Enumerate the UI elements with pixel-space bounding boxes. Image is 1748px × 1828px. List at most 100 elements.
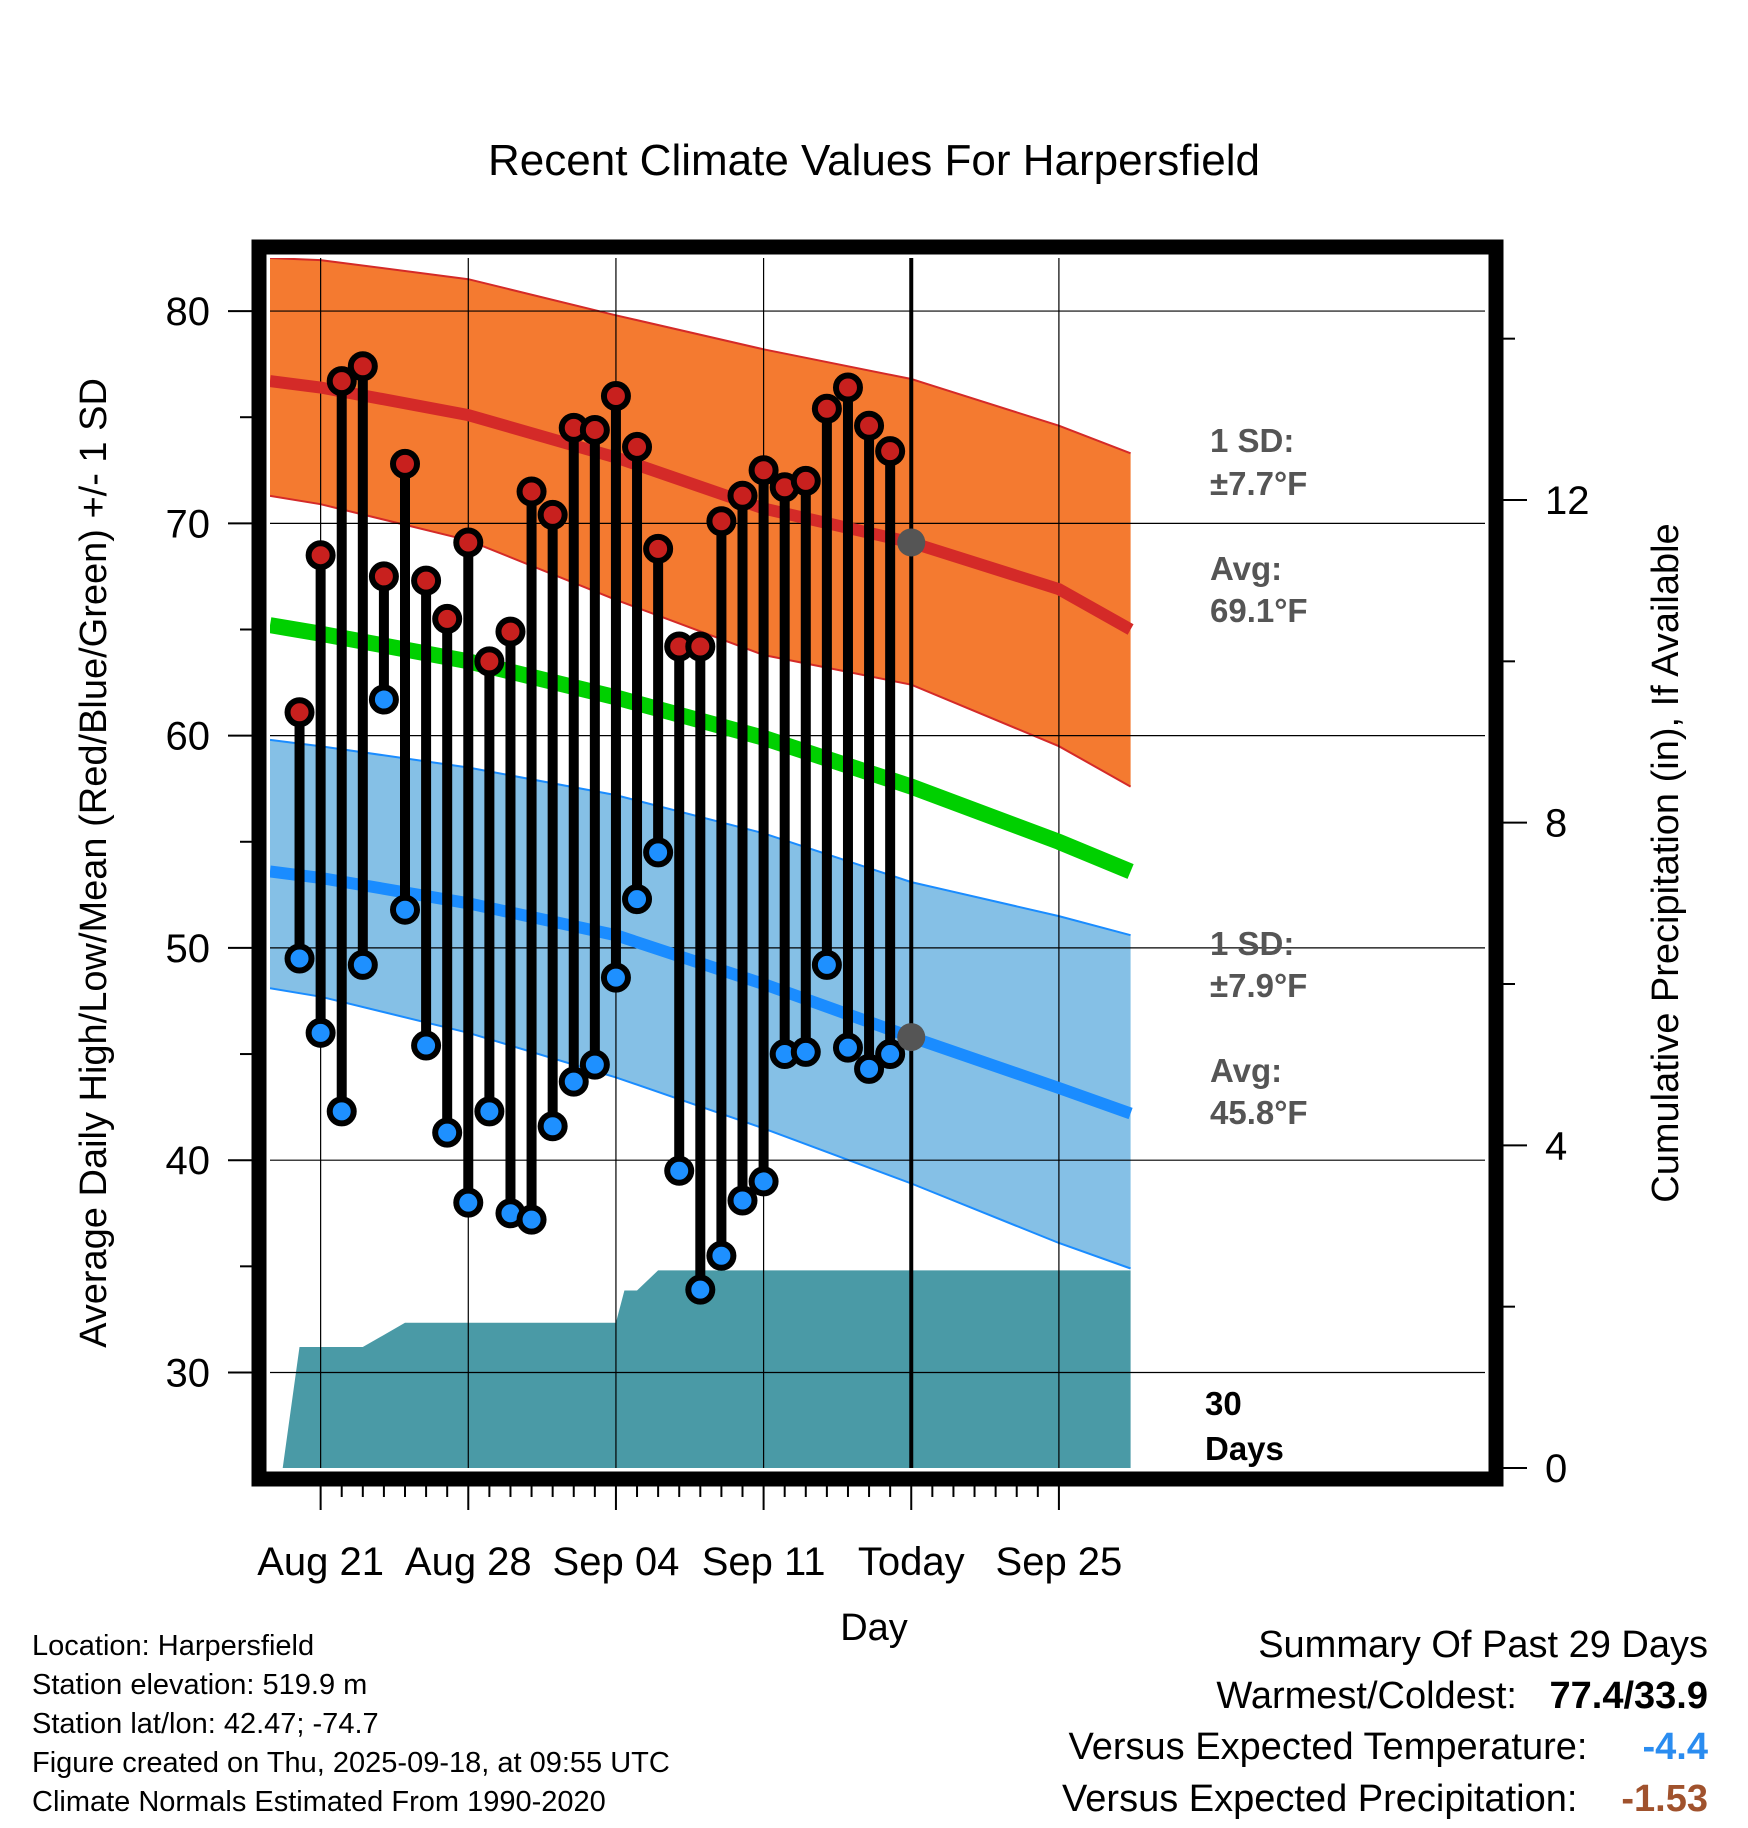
low-avg-value: 45.8°F	[1210, 1094, 1308, 1131]
daily-high-dot	[432, 603, 463, 634]
summary-title: Summary Of Past 29 Days	[1258, 1624, 1708, 1666]
daily-low-dot	[832, 1032, 863, 1063]
y2-tick-label: 12	[1545, 479, 1590, 523]
daily-high-dot	[748, 455, 779, 486]
daily-high-dot	[495, 616, 526, 647]
daily-high-dot	[854, 410, 885, 441]
daily-low-dot	[284, 943, 315, 974]
high-sd-value: ±7.7°F	[1210, 465, 1307, 502]
daily-dots	[284, 351, 906, 1305]
y-tick-label: 70	[166, 502, 211, 546]
summary-temp-label: Versus Expected Temperature:	[1068, 1726, 1588, 1768]
precip-area	[282, 1270, 1131, 1468]
high-avg-label: Avg:	[1210, 550, 1282, 587]
high-sd-label: 1 SD:	[1210, 422, 1294, 459]
summary-precip-value: -1.53	[1621, 1778, 1708, 1820]
daily-low-dot	[390, 894, 420, 925]
summary-temp-value: -4.4	[1642, 1726, 1708, 1768]
daily-low-dot	[326, 1096, 357, 1127]
x-tick-label: Today	[858, 1540, 965, 1584]
high-band-upper-edge	[270, 258, 1131, 455]
plot-area	[270, 258, 1485, 1468]
summary-temp: Versus Expected Temperature: -4.4	[1069, 1728, 1708, 1766]
y-axis-label: Average Daily High/Low/Mean (Red/Blue/Gr…	[73, 378, 115, 1348]
daily-low-dot	[474, 1096, 505, 1127]
x-tick-label: Sep 04	[553, 1540, 680, 1584]
info-elevation: Station elevation: 519.9 m	[32, 1669, 368, 1701]
daily-high-dot	[390, 448, 420, 479]
daily-high-dot	[284, 697, 315, 728]
high-sd-band	[270, 258, 1131, 787]
daily-stems	[294, 366, 896, 1290]
daily-low-dot	[453, 1187, 484, 1218]
days-label-word: Days	[1205, 1430, 1284, 1467]
daily-high-dot	[622, 431, 653, 462]
daily-high-dot	[305, 540, 336, 571]
days-label-number: 30	[1205, 1385, 1242, 1422]
low-avg-label: Avg:	[1210, 1052, 1282, 1089]
daily-high-dot	[727, 480, 758, 511]
low-sd-value: ±7.9°F	[1210, 967, 1307, 1004]
y-tick-label: 60	[166, 715, 211, 759]
daily-high-dot	[600, 380, 631, 411]
x-axis-label: Day	[840, 1607, 908, 1649]
daily-low-dot	[537, 1111, 568, 1142]
daily-high-dot	[453, 527, 484, 558]
daily-low-dot	[411, 1030, 442, 1061]
daily-high-dot	[474, 646, 505, 677]
daily-high-dot	[368, 561, 399, 592]
info-normals: Climate Normals Estimated From 1990-2020	[32, 1786, 606, 1818]
x-tick-label: Sep 25	[996, 1540, 1123, 1584]
y-tick-label: 50	[166, 927, 211, 971]
daily-low-dot	[516, 1204, 547, 1235]
y-tick-label: 80	[166, 290, 211, 334]
daily-low-dot	[811, 949, 842, 980]
info-location: Location: Harpersfield	[32, 1630, 315, 1662]
y2-tick-label: 8	[1545, 802, 1567, 846]
daily-high-dot	[579, 414, 610, 445]
y2-axis-ticks: 0 4 8 12	[1503, 337, 1590, 1491]
today-low-marker	[897, 1023, 926, 1052]
summary-warm-cold: Warmest/Coldest: 77.4/33.9	[1216, 1677, 1708, 1715]
daily-low-dot	[622, 884, 653, 915]
today-high-marker	[897, 528, 926, 557]
daily-low-dot	[790, 1036, 821, 1067]
chart-title: Recent Climate Values For Harpersfield	[488, 136, 1260, 185]
daily-low-dot	[643, 837, 674, 868]
daily-low-dot	[664, 1155, 695, 1186]
daily-low-dot	[706, 1240, 737, 1271]
y2-tick-label: 4	[1545, 1124, 1567, 1168]
daily-high-dot	[706, 506, 737, 537]
y-axis-ticks: 30 40 50 60 70 80	[166, 290, 252, 1395]
daily-low-dot	[432, 1117, 463, 1148]
y-tick-label: 40	[166, 1139, 211, 1183]
daily-high-dot	[326, 366, 357, 397]
daily-high-dot	[832, 372, 863, 403]
daily-low-dot	[558, 1066, 589, 1097]
daily-high-dot	[875, 436, 906, 467]
daily-high-dot	[516, 476, 547, 507]
y2-tick-label: 0	[1545, 1447, 1567, 1491]
daily-low-dot	[854, 1053, 885, 1084]
info-created: Figure created on Thu, 2025-09-18, at 09…	[32, 1747, 670, 1779]
daily-high-dot	[685, 631, 716, 662]
daily-high-dot	[537, 499, 568, 530]
daily-low-dot	[600, 962, 631, 993]
summary-warm-cold-label: Warmest/Coldest:	[1216, 1675, 1517, 1717]
daily-high-dot	[790, 465, 821, 496]
daily-high-dot	[347, 351, 378, 382]
daily-high-dot	[643, 533, 674, 564]
daily-low-dot	[368, 684, 399, 715]
daily-high-dot	[411, 565, 442, 596]
daily-low-dot	[579, 1049, 610, 1080]
x-axis-ticks: Aug 21 Aug 28 Sep 04 Sep 11 Today Sep 25	[257, 1486, 1122, 1584]
plot-frame	[251, 239, 1504, 1487]
daily-low-dot	[748, 1166, 779, 1197]
daily-low-dot	[727, 1185, 758, 1216]
info-latlon: Station lat/lon: 42.47; -74.7	[32, 1708, 379, 1740]
x-tick-label: Aug 28	[405, 1540, 532, 1584]
daily-low-dot	[305, 1017, 336, 1048]
high-avg-value: 69.1°F	[1210, 592, 1308, 629]
daily-low-dot	[347, 949, 378, 980]
